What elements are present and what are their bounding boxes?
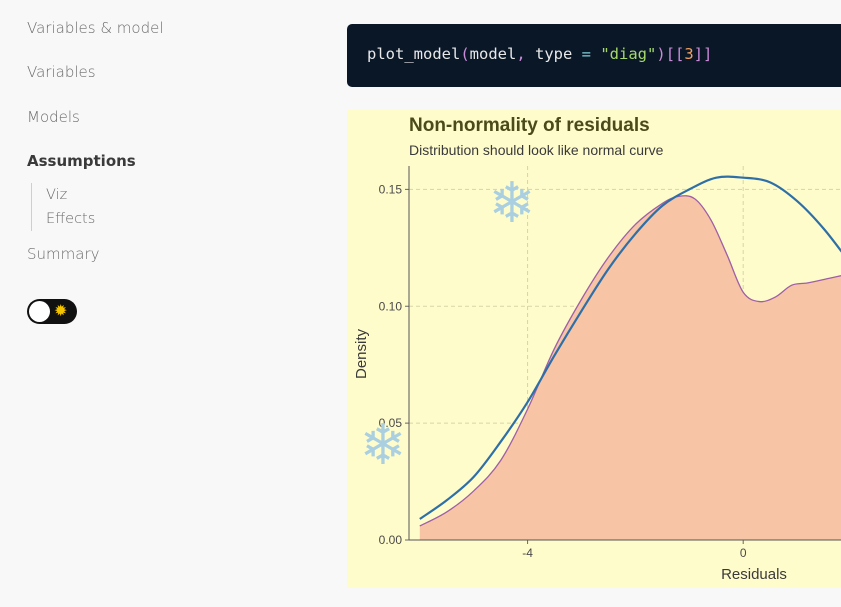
density-area: [419, 195, 841, 540]
code-fn: plot_model: [367, 45, 461, 63]
chart-subtitle: Distribution should look like normal cur…: [409, 142, 664, 158]
nav-item-assumptions[interactable]: Assumptions: [27, 152, 136, 170]
x-tick-label: -4: [522, 546, 533, 560]
code-index-num: 3: [684, 45, 694, 63]
code-index-open: [[: [665, 45, 685, 63]
subnav-item-effects[interactable]: Effects: [46, 211, 96, 227]
snowflake-icon: ❄: [489, 171, 536, 234]
nav-item-variables[interactable]: Variables: [27, 63, 96, 81]
y-tick-label: 0.10: [379, 299, 403, 313]
nav-item-summary[interactable]: Summary: [27, 245, 100, 263]
density-chart: Non-normality of residuals Distribution …: [353, 115, 841, 583]
code-equals: =: [572, 45, 601, 63]
chart-title: Non-normality of residuals: [409, 115, 650, 136]
code-param: type: [535, 45, 573, 63]
code-line: plot_model(model, type = "diag")[[3]]: [367, 45, 712, 63]
snowflake-icon: ❄: [360, 413, 407, 476]
sun-icon: ✹: [54, 303, 68, 320]
nav-item-variables-and-model[interactable]: Variables & model: [27, 19, 164, 37]
code-index-close: ]]: [693, 45, 713, 63]
code-comma: ,: [516, 45, 536, 63]
y-tick-label: 0.05: [379, 416, 403, 430]
code-string: "diag": [600, 45, 657, 63]
nav-item-models[interactable]: Models: [27, 108, 80, 126]
density-line: [419, 195, 841, 527]
code-paren-close: ): [656, 45, 666, 63]
x-axis-label: Residuals: [721, 566, 787, 583]
y-tick-label: 0.15: [379, 182, 403, 196]
sidebar: Variables & model Variables Models Assum…: [0, 0, 300, 607]
subnav-assumptions: Viz Effects: [31, 183, 95, 231]
theme-toggle[interactable]: ✹: [27, 299, 77, 324]
subnav-item-viz[interactable]: Viz: [46, 187, 68, 203]
toggle-knob: [29, 301, 50, 322]
plot-panel: Non-normality of residuals Distribution …: [347, 110, 841, 588]
code-arg: model: [469, 45, 517, 63]
x-tick-label: 0: [740, 546, 747, 560]
y-tick-label: 0.00: [379, 533, 403, 547]
normal-curve-line: [419, 175, 841, 520]
code-block: plot_model(model, type = "diag")[[3]]: [347, 24, 841, 87]
code-paren-open: (: [460, 45, 470, 63]
y-axis-label: Density: [353, 328, 370, 379]
